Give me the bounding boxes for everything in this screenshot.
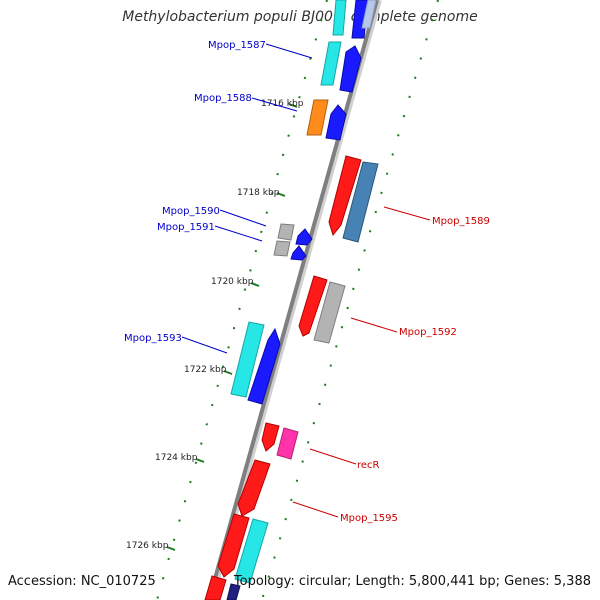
tick-label: 1726 kbp xyxy=(126,541,169,551)
tick-mark xyxy=(276,192,286,197)
gene-mpop-1592-red[interactable] xyxy=(298,275,328,337)
tick-mark xyxy=(195,458,205,463)
gene-mpop-1592-gray[interactable] xyxy=(313,281,346,344)
callout-line-mpop-1595 xyxy=(292,501,339,518)
gene-labels: Mpop_1587 Mpop_1588 Mpop_1590 Mpop_1591 … xyxy=(124,40,490,524)
mpop-1590-label[interactable]: Mpop_1590 xyxy=(162,206,220,217)
tick-label: 1724 kbp xyxy=(155,453,198,463)
mpop-1589-label[interactable]: Mpop_1589 xyxy=(432,216,490,227)
genome-summary-text: Topology: circular; Length: 5,800,441 bp… xyxy=(233,574,591,589)
gene-recr-red[interactable] xyxy=(261,422,280,452)
gene-mpop-1588-blue[interactable] xyxy=(325,104,347,141)
tick-mark xyxy=(250,282,260,287)
gene-mpop-1593-cyan[interactable] xyxy=(230,321,265,398)
outer-ring-guide xyxy=(261,0,439,600)
gene-mpop-1589-red[interactable] xyxy=(328,155,362,237)
gene-mpop-1588-orange[interactable] xyxy=(306,99,329,136)
callout-line-mpop-1588 xyxy=(251,97,298,112)
gene-mpop-1593-blue[interactable] xyxy=(247,327,281,405)
mpop-1591-label[interactable]: Mpop_1591 xyxy=(157,222,215,233)
mpop-1588-label[interactable]: Mpop_1588 xyxy=(194,93,252,104)
callout-line-mpop-1592 xyxy=(350,317,398,333)
callout-line-recr xyxy=(309,448,357,465)
callout-line-mpop-1593 xyxy=(181,336,228,354)
gene-cyan-top[interactable] xyxy=(332,0,347,36)
forward-genes xyxy=(230,0,377,405)
gene-mpop-1590-blue[interactable] xyxy=(295,228,313,246)
mpop-1587-label[interactable]: Mpop_1587 xyxy=(208,40,266,51)
mpop-1595-label[interactable]: Mpop_1595 xyxy=(340,513,398,524)
mpop-1592-label[interactable]: Mpop_1592 xyxy=(399,327,457,338)
callout-line-mpop-1587 xyxy=(265,43,313,59)
callout-line-mpop-1590 xyxy=(219,209,267,227)
gene-mpop-1591-blue[interactable] xyxy=(290,245,307,261)
gene-red-bottom-2[interactable] xyxy=(204,575,227,600)
recr-label[interactable]: recR xyxy=(357,460,380,471)
accession-text: Accession: NC_010725 xyxy=(8,574,156,589)
tick-mark xyxy=(223,370,233,375)
reverse-genes xyxy=(204,155,379,600)
callout-line-mpop-1591 xyxy=(214,225,263,242)
tick-label: 1718 kbp xyxy=(237,188,280,198)
map-title: Methylobacterium populi BJ001, complete … xyxy=(122,9,478,25)
gene-mpop-1591-gray[interactable] xyxy=(273,240,291,257)
tick-mark xyxy=(288,103,298,108)
gene-navy-top xyxy=(361,0,377,29)
tick-label: 1716 kbp xyxy=(261,99,304,109)
gene-red-bottom-1[interactable] xyxy=(217,513,250,578)
callout-line-mpop-1589 xyxy=(383,206,431,221)
tick-label: 1720 kbp xyxy=(211,277,254,287)
gene-mpop-1587-cyan[interactable] xyxy=(320,41,342,86)
gene-cyan-bottom[interactable] xyxy=(234,518,269,584)
tick-group: 1716 kbp 1718 kbp 1720 kbp 1722 kbp 1724… xyxy=(126,99,304,551)
tick-label: 1722 kbp xyxy=(184,365,227,375)
gene-recr-pink[interactable] xyxy=(276,427,299,460)
gene-mpop-1595-red[interactable] xyxy=(237,459,271,517)
gene-mpop-1589-steelblue[interactable] xyxy=(342,161,379,243)
genome-backbone xyxy=(207,0,379,600)
gene-mpop-1587-blue[interactable] xyxy=(339,45,362,93)
tick-mark xyxy=(166,546,176,551)
callout-lines xyxy=(181,43,431,518)
mpop-1593-label[interactable]: Mpop_1593 xyxy=(124,333,182,344)
gene-mpop-1590-gray[interactable] xyxy=(277,223,295,241)
gene-navy-bottom[interactable] xyxy=(226,583,241,600)
